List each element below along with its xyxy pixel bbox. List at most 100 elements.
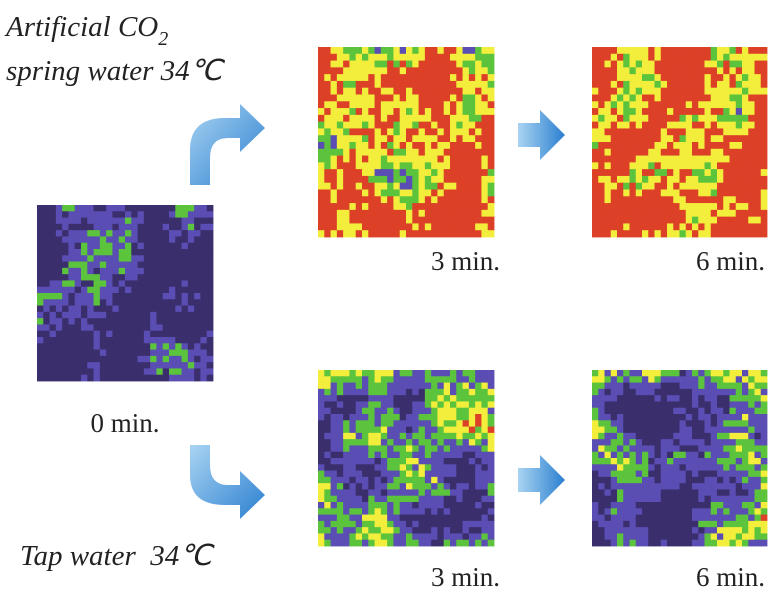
heatmap-cell xyxy=(598,533,605,540)
heatmap-cell xyxy=(667,527,674,534)
heatmap-cell xyxy=(43,224,50,231)
heatmap-cell xyxy=(381,521,388,528)
heatmap-cell xyxy=(661,389,668,396)
heatmap-cell xyxy=(717,142,724,149)
heatmap-cell xyxy=(150,262,157,269)
heatmap-cell xyxy=(444,149,451,156)
heatmap-cell xyxy=(667,74,674,81)
heatmap-cell xyxy=(156,243,163,250)
heatmap-cell xyxy=(692,203,699,210)
heatmap-cell xyxy=(742,162,749,169)
heatmap-cell xyxy=(138,205,145,212)
heatmap-cell xyxy=(648,149,655,156)
heatmap-cell xyxy=(761,496,768,503)
heatmap-cell xyxy=(592,190,599,197)
heatmap-cell xyxy=(717,370,724,377)
heatmap-cell xyxy=(642,376,649,383)
heatmap-cell xyxy=(331,230,338,237)
heatmap-cell xyxy=(592,176,599,183)
heatmap-cell xyxy=(617,95,624,102)
heatmap-cell xyxy=(381,427,388,434)
heatmap-cell xyxy=(648,183,655,190)
heatmap-cell xyxy=(43,324,50,331)
heatmap-cell xyxy=(437,169,444,176)
heatmap-cell xyxy=(349,515,356,522)
heatmap-cell xyxy=(106,350,113,357)
heatmap-cell xyxy=(592,389,599,396)
heatmap-cell xyxy=(163,324,170,331)
heatmap-cell xyxy=(138,249,145,256)
heatmap-cell xyxy=(469,128,476,135)
heatmap-cell xyxy=(43,318,50,325)
heatmap-cell xyxy=(648,464,655,471)
heatmap-cell xyxy=(188,249,195,256)
heatmap-cell xyxy=(717,88,724,95)
heatmap-cell xyxy=(182,312,189,319)
heatmap-cell xyxy=(324,149,331,156)
heatmap-cell xyxy=(207,243,214,250)
heatmap-cell xyxy=(100,243,107,250)
heatmap-cell xyxy=(661,81,668,88)
heatmap-cell xyxy=(630,395,637,402)
heatmap-cell xyxy=(431,427,438,434)
heatmap-cell xyxy=(450,445,457,452)
heatmap-cell xyxy=(425,496,432,503)
heatmap-cell xyxy=(349,439,356,446)
heatmap-cell xyxy=(444,489,451,496)
heatmap-cell xyxy=(337,540,344,547)
heatmap-cell xyxy=(419,395,426,402)
heatmap-cell xyxy=(730,169,737,176)
heatmap-cell xyxy=(81,318,88,325)
heatmap-cell xyxy=(318,471,325,478)
heatmap-cell xyxy=(761,95,768,102)
heatmap-cell xyxy=(680,135,687,142)
heatmap-cell xyxy=(375,142,382,149)
heatmap-cell xyxy=(419,370,426,377)
heatmap-cell xyxy=(419,47,426,54)
heatmap-cell xyxy=(343,496,350,503)
heatmap-cell xyxy=(481,230,488,237)
heatmap-cell xyxy=(692,533,699,540)
heatmap-cell xyxy=(661,183,668,190)
heatmap-cell xyxy=(705,496,712,503)
heatmap-cell xyxy=(50,287,57,294)
heatmap-cell xyxy=(393,183,400,190)
heatmap-cell xyxy=(368,47,375,54)
heatmap-cell xyxy=(723,149,730,156)
heatmap-cell xyxy=(611,483,618,490)
heatmap-cell xyxy=(481,183,488,190)
heatmap-cell xyxy=(469,162,476,169)
heatmap-cell xyxy=(400,489,407,496)
heatmap-cell xyxy=(75,312,82,319)
heatmap-cell xyxy=(349,183,356,190)
heatmap-cell xyxy=(761,210,768,217)
heatmap-cell xyxy=(188,236,195,243)
heatmap-cell xyxy=(100,368,107,375)
heatmap-cell xyxy=(450,149,457,156)
heatmap-cell xyxy=(667,508,674,515)
heatmap-cell xyxy=(717,502,724,509)
heatmap-cell xyxy=(144,337,151,344)
heatmap-cell xyxy=(717,81,724,88)
heatmap-cell xyxy=(324,383,331,390)
heatmap-cell xyxy=(655,108,662,115)
heatmap-cell xyxy=(673,210,680,217)
heatmap-cell xyxy=(748,108,755,115)
heatmap-cell xyxy=(755,502,762,509)
heatmap-cell xyxy=(456,223,463,230)
heatmap-cell xyxy=(194,249,201,256)
heatmap-cell xyxy=(617,223,624,230)
heatmap-cell xyxy=(381,508,388,515)
heatmap-cell xyxy=(444,533,451,540)
heatmap-cell xyxy=(456,230,463,237)
heatmap-cell xyxy=(419,414,426,421)
heatmap-cell xyxy=(667,414,674,421)
heatmap-cell xyxy=(343,533,350,540)
heatmap-cell xyxy=(437,210,444,217)
heatmap-cell xyxy=(425,477,432,484)
heatmap-cell xyxy=(75,280,82,287)
heatmap-cell xyxy=(730,496,737,503)
heatmap-cell xyxy=(368,401,375,408)
heatmap-cell xyxy=(444,196,451,203)
heatmap-cell xyxy=(450,47,457,54)
